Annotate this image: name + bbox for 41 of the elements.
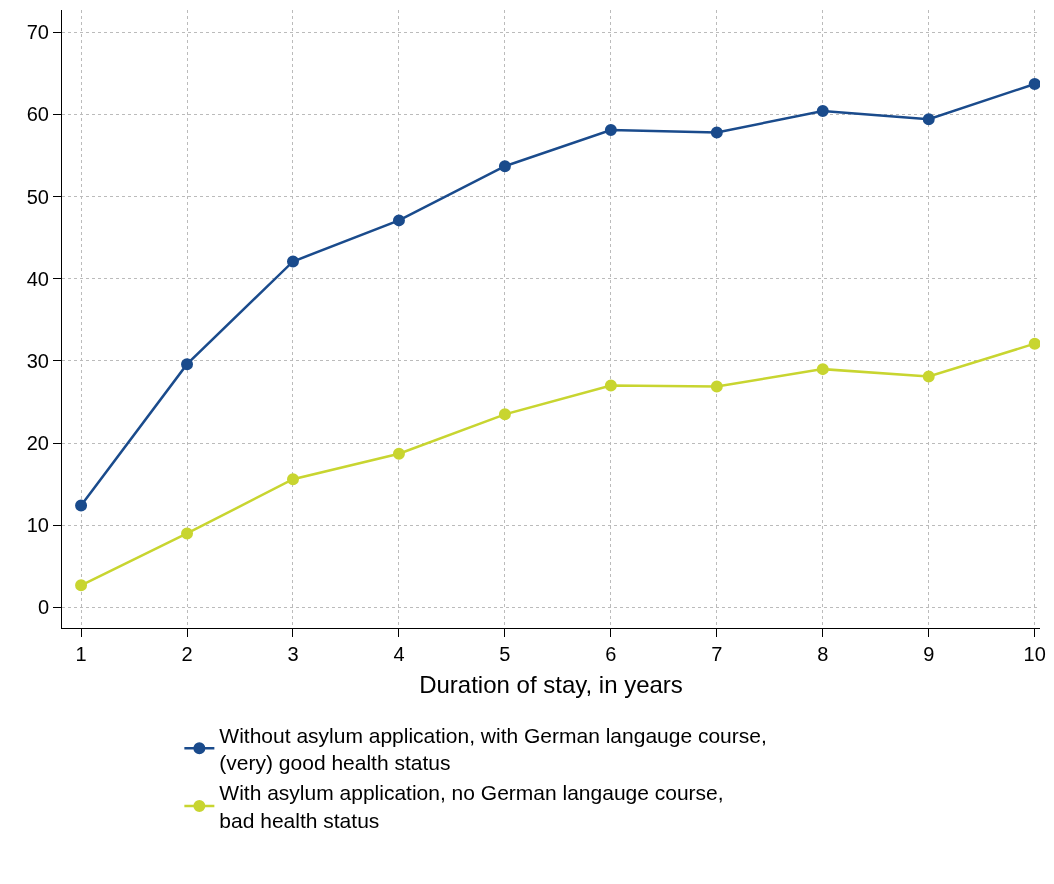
- y-tick-label: 0: [37, 596, 49, 619]
- y-tick-label: 70: [26, 21, 49, 44]
- y-tick-label: 40: [26, 267, 49, 290]
- x-axis-title: Duration of stay, in years: [419, 671, 683, 699]
- y-tick-label: 50: [26, 185, 49, 208]
- point: [1028, 77, 1040, 90]
- point: [498, 160, 511, 173]
- x-tick-label: 5: [499, 643, 511, 665]
- point: [922, 370, 935, 383]
- point: [392, 447, 405, 460]
- point: [75, 579, 88, 592]
- point: [816, 363, 829, 376]
- y-tick-label: 60: [26, 103, 49, 126]
- x-tick-label: 10: [1023, 643, 1046, 665]
- x-tick-label: 1: [75, 643, 87, 665]
- point: [181, 358, 194, 371]
- y-tick-label: 10: [26, 514, 49, 537]
- point: [498, 408, 511, 421]
- point: [286, 255, 299, 268]
- point: [75, 499, 88, 512]
- point: [710, 380, 723, 393]
- x-tick-label: 4: [393, 643, 405, 665]
- y-tick-label: 30: [26, 349, 49, 372]
- x-tick-label: 6: [605, 643, 617, 665]
- point: [604, 379, 617, 392]
- point: [286, 473, 299, 486]
- x-tick-label: 7: [711, 643, 723, 665]
- legend-label: Without asylum application, with German langauge course, (very) good health status: [219, 723, 767, 775]
- x-tick-label: 8: [817, 643, 829, 665]
- point: [922, 113, 935, 126]
- point: [604, 123, 617, 136]
- point: [181, 527, 194, 540]
- point: [816, 105, 829, 118]
- legend-label: With asylum application, no German langauge course, bad health status: [219, 781, 724, 832]
- x-tick-label: 2: [181, 643, 193, 665]
- x-tick-label: 9: [923, 643, 935, 665]
- x-tick-label: 3: [287, 643, 299, 665]
- y-tick-label: 20: [26, 432, 49, 455]
- point: [710, 126, 723, 139]
- point: [392, 214, 405, 227]
- point: [1028, 337, 1040, 350]
